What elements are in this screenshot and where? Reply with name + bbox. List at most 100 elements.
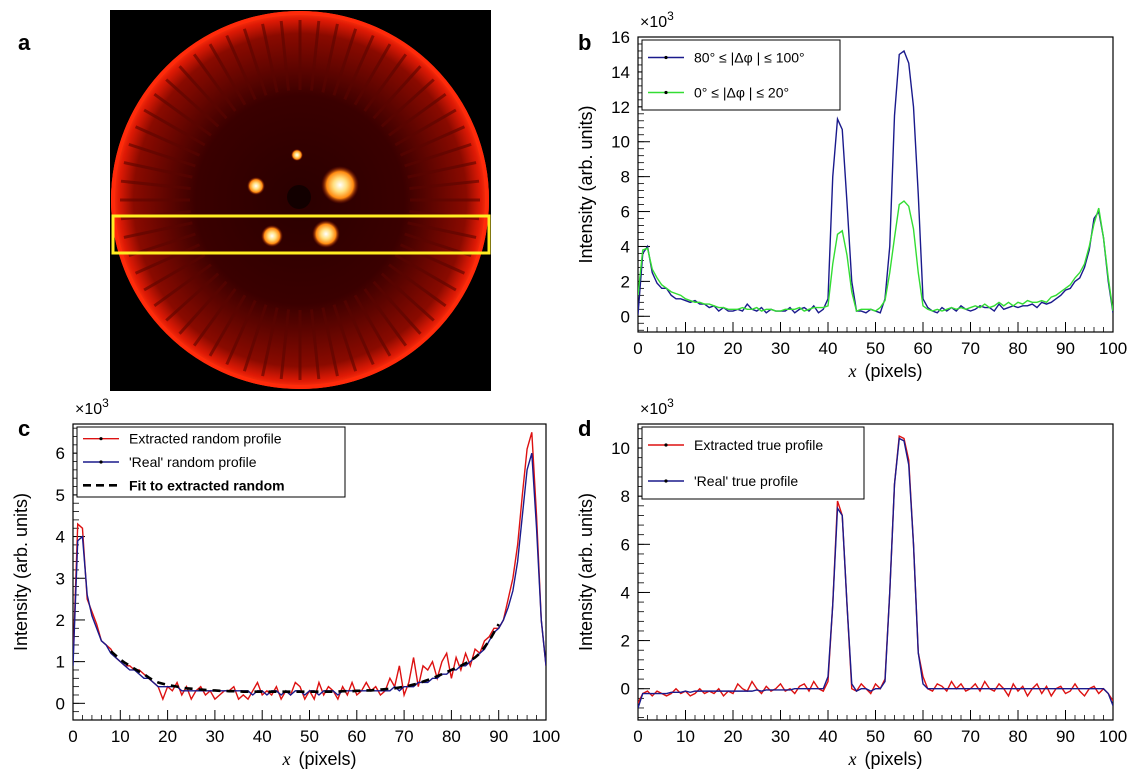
y-tick-label: 1 bbox=[56, 653, 65, 672]
x-axis-title: x (pixels) bbox=[847, 749, 922, 769]
radial-streaks bbox=[120, 20, 480, 380]
legend-marker bbox=[99, 437, 103, 441]
y-multiplier: ×103 bbox=[640, 396, 674, 418]
panel-label-c: c bbox=[18, 416, 30, 441]
x-axis-title: x (pixels) bbox=[281, 749, 356, 769]
streak bbox=[242, 28, 268, 96]
legend-marker bbox=[664, 55, 668, 60]
streak bbox=[123, 161, 193, 179]
streak bbox=[261, 307, 279, 377]
y-tick-label: 4 bbox=[621, 583, 630, 602]
streak bbox=[165, 78, 220, 128]
x-tick-label: 10 bbox=[111, 727, 130, 746]
x-tick-label: 0 bbox=[633, 727, 642, 746]
hot-spot-large bbox=[321, 166, 359, 204]
series-line-0 bbox=[638, 434, 1113, 704]
chart-d-svg: d 0 10 20 30 40 50 60 70 80 90 100 0 2 4 6 8 10 ×103 x (pix… bbox=[576, 396, 1127, 769]
x-tick-label: 80 bbox=[442, 727, 461, 746]
x-tick-label: 20 bbox=[724, 339, 743, 358]
y-tick-label: 0 bbox=[56, 694, 65, 713]
x-axis-variable: x bbox=[847, 749, 856, 769]
series-line-2 bbox=[109, 623, 500, 693]
streak bbox=[399, 243, 466, 275]
y-axis-title: Intensity (arb. units) bbox=[11, 493, 31, 651]
streak bbox=[153, 92, 212, 137]
y-tick-label: 2 bbox=[621, 272, 630, 291]
streak bbox=[343, 299, 375, 366]
streak bbox=[388, 263, 447, 308]
panel-d: d 0 10 20 30 40 50 60 70 80 90 100 0 2 4 6 8 10 ×103 x (pix… bbox=[560, 392, 1136, 771]
x-tick-label: 30 bbox=[771, 339, 790, 358]
x-tick-label: 50 bbox=[866, 727, 885, 746]
streak bbox=[192, 288, 237, 347]
hot-spot-small bbox=[291, 149, 303, 161]
y-tick-label: 0 bbox=[621, 307, 630, 326]
streak bbox=[399, 125, 466, 157]
streak bbox=[353, 294, 392, 357]
streak bbox=[165, 272, 220, 322]
y-tick-label: 5 bbox=[56, 486, 65, 505]
y-axis-title: Intensity (arb. units) bbox=[576, 493, 596, 651]
x-tick-label: 60 bbox=[347, 727, 366, 746]
streak bbox=[310, 309, 321, 380]
x-tick-label: 90 bbox=[1056, 339, 1075, 358]
legend-entry: 'Real' random profile bbox=[129, 454, 257, 470]
streak bbox=[279, 309, 290, 380]
y-tick-label: 0 bbox=[621, 680, 630, 699]
streak bbox=[363, 53, 408, 112]
streak bbox=[261, 23, 279, 93]
legend-entry: 'Real' true profile bbox=[694, 473, 798, 489]
x-tick-label: 20 bbox=[724, 727, 743, 746]
y-multiplier-exponent: 3 bbox=[667, 9, 674, 23]
streak bbox=[153, 263, 212, 308]
series-line-1 bbox=[638, 437, 1113, 709]
legend-box bbox=[76, 426, 346, 498]
streak bbox=[409, 179, 480, 190]
x-tick-label: 40 bbox=[253, 727, 272, 746]
streak bbox=[310, 20, 321, 91]
y-multiplier: ×103 bbox=[75, 396, 109, 418]
streak bbox=[128, 142, 196, 168]
streak bbox=[225, 299, 257, 366]
x-tick-label: 80 bbox=[1009, 339, 1028, 358]
x-tick-label: 70 bbox=[961, 339, 980, 358]
streak bbox=[372, 65, 422, 120]
y-tick-label: 12 bbox=[611, 98, 630, 117]
y-tick-label: 2 bbox=[56, 611, 65, 630]
x-axis-unit: (pixels) bbox=[298, 749, 356, 769]
streak bbox=[388, 92, 447, 137]
x-axis-title: x (pixels) bbox=[847, 361, 922, 381]
x-tick-label: 20 bbox=[158, 727, 177, 746]
streak bbox=[380, 78, 435, 128]
hot-spot-lower-left bbox=[261, 225, 283, 247]
x-tick-label: 100 bbox=[1099, 727, 1127, 746]
streak bbox=[380, 272, 435, 322]
x-axis-unit: (pixels) bbox=[864, 749, 922, 769]
profile-selection-box bbox=[111, 214, 491, 255]
x-tick-label: 100 bbox=[532, 727, 560, 746]
x-tick-label: 70 bbox=[961, 727, 980, 746]
cold-spot bbox=[287, 185, 311, 209]
x-tick-label: 30 bbox=[205, 727, 224, 746]
streak bbox=[363, 288, 408, 347]
phantom-rim bbox=[111, 11, 489, 389]
streak bbox=[123, 221, 193, 239]
streak bbox=[242, 304, 268, 372]
streak bbox=[143, 253, 206, 292]
x-axis-variable: x bbox=[847, 361, 856, 381]
streak bbox=[407, 221, 477, 239]
y-tick-label: 10 bbox=[611, 133, 630, 152]
x-tick-label: 60 bbox=[914, 727, 933, 746]
panel-a: a bbox=[0, 0, 500, 392]
y-multiplier-base: ×10 bbox=[640, 401, 667, 418]
x-tick-label: 70 bbox=[395, 727, 414, 746]
panel-a-svg: a bbox=[18, 10, 491, 391]
chart-b-svg: b 0 10 20 30 40 50 60 70 80 90 100 0 2 4 6 8 10 12 14 16 ×10… bbox=[576, 9, 1127, 381]
streak bbox=[143, 108, 206, 147]
streak bbox=[321, 23, 339, 93]
hot-spot-lower-right bbox=[312, 220, 340, 248]
legend-marker bbox=[664, 443, 668, 447]
y-multiplier: ×103 bbox=[640, 9, 674, 31]
x-tick-label: 10 bbox=[676, 339, 695, 358]
